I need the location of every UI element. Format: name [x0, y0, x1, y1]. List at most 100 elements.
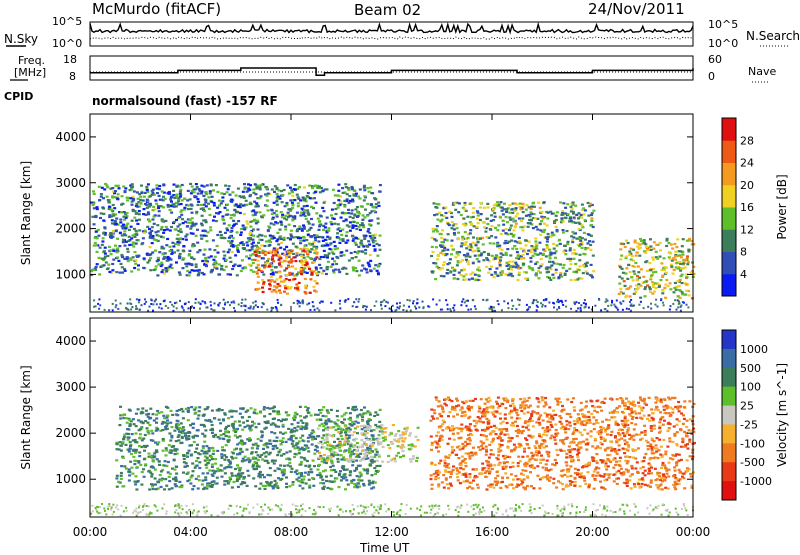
power-cell-0-1631	[337, 195, 340, 197]
power-cell-3-99	[651, 281, 654, 283]
power-cell-1-106	[278, 271, 281, 273]
power-cell-0-1250	[266, 205, 269, 207]
power-cell-3-273	[636, 275, 639, 277]
power-cell-1-152	[296, 252, 299, 254]
power-cell-0-331	[346, 231, 349, 233]
power-ground-cell-223	[584, 299, 586, 301]
power-cell-2-98	[471, 242, 474, 244]
power-cell-0-1046	[354, 208, 357, 210]
power-cell-2-782	[592, 241, 595, 243]
power-cell-0-987	[103, 257, 106, 259]
power-cell-0-1205	[243, 197, 246, 199]
velocity-cell-0-368	[173, 459, 176, 461]
power-cell-2-610	[537, 254, 540, 256]
power-cell-0-452	[274, 221, 277, 223]
velocity-cell-0-292	[177, 439, 180, 441]
velocity-cell-0-1235	[155, 451, 158, 453]
power-cell-1-62	[278, 289, 281, 291]
power-cell-0-626	[257, 228, 260, 230]
velocity-cell-0-890	[294, 453, 297, 455]
power-cell-0-1643	[107, 199, 110, 201]
velocity-cell-0-1125	[211, 432, 214, 434]
power-ground-cell-285	[339, 303, 341, 305]
power-ground-cell-26	[452, 307, 454, 309]
power-cell-0-1144	[202, 195, 205, 197]
velocity-cell-0-1064	[282, 433, 285, 435]
power-ground-cell-138	[167, 307, 169, 309]
power-cell-0-1058	[317, 240, 320, 242]
velocity-cell-0-1109	[319, 412, 322, 414]
power-ground-cell-243	[176, 307, 178, 309]
power-cell-2-72	[477, 222, 480, 224]
power-cell-0-1000	[153, 216, 156, 218]
velocity-cell-0-774	[184, 466, 187, 468]
power-cell-2-262	[592, 270, 595, 272]
power-cell-0-998	[276, 198, 279, 200]
power-cell-2-192	[475, 244, 478, 246]
power-cell-0-1066	[356, 252, 359, 254]
velocity-cell-0-509	[239, 435, 242, 437]
velocity-cell-0-719	[195, 460, 198, 462]
power-colorbar-tick-6: 28	[740, 134, 754, 147]
velocity-cell-0-708	[167, 461, 170, 463]
power-cell-0-578	[173, 251, 176, 253]
power-ground-cell-360	[98, 308, 100, 310]
power-cell-0-543	[195, 183, 198, 185]
power-cell-2-759	[493, 204, 496, 206]
velocity-cell-0-953	[282, 474, 285, 476]
velocity-cell-0-440	[378, 421, 381, 423]
velocity-cell-1-130	[362, 425, 365, 427]
power-cell-1-58	[258, 267, 261, 269]
velocity-cell-0-861	[139, 464, 142, 466]
power-cell-2-331	[556, 263, 559, 265]
power-cell-0-228	[197, 273, 200, 275]
power-cell-0-501	[267, 225, 270, 227]
power-cell-2-570	[440, 214, 443, 216]
velocity-cell-0-408	[272, 448, 275, 450]
power-cell-0-313	[118, 272, 121, 274]
velocity-cell-0-727	[262, 448, 265, 450]
power-cell-0-656	[127, 260, 130, 262]
velocity-cell-0-1166	[166, 422, 169, 424]
power-cell-2-744	[574, 205, 577, 207]
power-cell-0-1217	[305, 218, 308, 220]
velocity-cell-0-500	[138, 455, 141, 457]
power-cell-1-174	[296, 287, 299, 289]
power-cell-1-117	[270, 276, 273, 278]
velocity-cell-0-1260	[252, 444, 255, 446]
power-cell-0-1345	[157, 207, 160, 209]
power-cell-2-709	[485, 257, 488, 259]
power-cell-0-187	[377, 273, 380, 275]
power-cell-2-737	[469, 232, 472, 234]
velocity-cell-0-797	[126, 428, 129, 430]
power-cell-0-1475	[288, 192, 291, 194]
power-cell-2-551	[545, 236, 548, 238]
velocity-cell-0-832	[306, 409, 309, 411]
power-cell-0-930	[230, 217, 233, 219]
power-cell-0-1489	[212, 219, 215, 221]
power-cell-0-1426	[340, 251, 343, 253]
velocity-cell-1-138	[394, 435, 397, 437]
power-cell-2-472	[477, 214, 480, 216]
power-cell-0-1118	[173, 206, 176, 208]
power-cell-2-39	[494, 216, 497, 218]
velocity-cell-0-1190	[279, 464, 282, 466]
power-cell-0-80	[185, 239, 188, 241]
velocity-cell-0-1181	[231, 475, 234, 477]
power-ground-cell-260	[149, 306, 151, 308]
power-cell-0-682	[184, 235, 187, 237]
power-cell-0-316	[370, 237, 373, 239]
power-cell-2-609	[534, 237, 537, 239]
power-cell-0-1336	[188, 274, 191, 276]
noise-panel-frame	[90, 22, 693, 46]
power-cell-0-1472	[266, 188, 269, 190]
velocity-cell-0-1193	[168, 480, 171, 482]
velocity-cell-0-530	[334, 471, 337, 473]
power-cell-0-1188	[205, 262, 208, 264]
power-cell-0-1457	[169, 266, 172, 268]
power-cell-0-210	[379, 235, 382, 237]
velocity-cell-0-1024	[212, 450, 215, 452]
power-cell-0-1456	[352, 226, 355, 228]
velocity-cell-0-814	[285, 451, 288, 453]
velocity-cell-0-1218	[253, 412, 256, 414]
